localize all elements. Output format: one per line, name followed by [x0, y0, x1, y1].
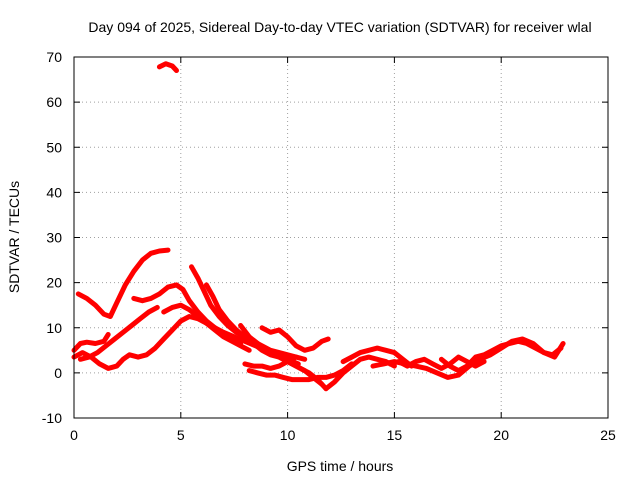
x-tick-label: 5 — [177, 427, 185, 443]
series-track-8 — [77, 304, 160, 362]
chart-title: Day 094 of 2025, Sidereal Day-to-day VTE… — [88, 19, 591, 35]
y-tick-label: -10 — [42, 410, 62, 426]
y-tick-label: 30 — [46, 230, 62, 246]
ticks: 0 5 10 15 20 25 -10 0 10 20 30 40 50 60 70 — [42, 49, 616, 443]
series-track-7 — [71, 332, 111, 353]
series-track-10 — [238, 323, 329, 392]
series-track-14 — [323, 354, 397, 392]
series-layer — [71, 61, 566, 392]
series-track-2 — [75, 247, 171, 319]
grid — [74, 57, 608, 418]
series-track-1 — [156, 61, 179, 73]
series-track-15 — [340, 345, 414, 369]
x-tick-label: 0 — [70, 427, 78, 443]
y-tick-label: 50 — [46, 139, 62, 155]
series-track-18 — [438, 338, 564, 374]
series-track-12 — [246, 361, 355, 383]
y-tick-label: 70 — [46, 49, 62, 65]
x-axis-label: GPS time / hours — [287, 458, 394, 474]
x-tick-label: 25 — [600, 427, 616, 443]
series-track-4 — [189, 264, 299, 360]
series-track-13 — [242, 354, 308, 371]
series-track-9 — [161, 302, 252, 353]
series-track-11 — [259, 325, 331, 353]
y-tick-label: 40 — [46, 184, 62, 200]
y-tick-label: 60 — [46, 94, 62, 110]
y-tick-label: 0 — [54, 365, 62, 381]
x-tick-label: 10 — [280, 427, 296, 443]
y-tick-label: 20 — [46, 275, 62, 291]
y-axis-label: SDTVAR / TECUs — [6, 181, 22, 293]
x-tick-label: 15 — [387, 427, 403, 443]
y-tick-label: 10 — [46, 320, 62, 336]
x-tick-label: 20 — [493, 427, 509, 443]
